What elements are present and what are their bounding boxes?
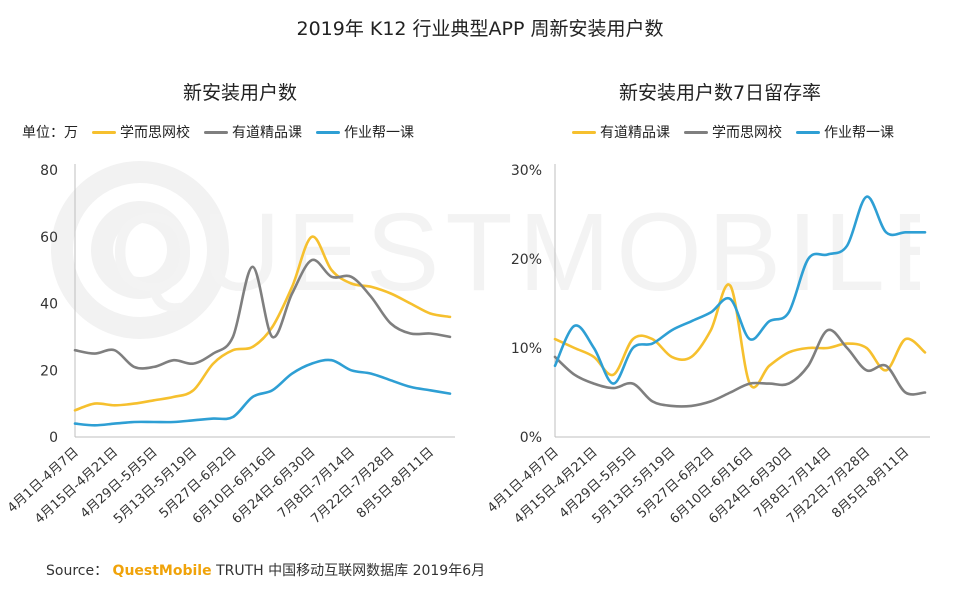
legend-item: 有道精品课 bbox=[204, 122, 302, 142]
source-label: Source： bbox=[46, 563, 109, 579]
legend-item: 有道精品课 bbox=[572, 122, 670, 142]
source-note: Source： QuestMobile TRUTH 中国移动互联网数据库 201… bbox=[46, 560, 485, 580]
legend-item: 作业帮一课 bbox=[796, 122, 894, 142]
source-brand: QuestMobile bbox=[112, 563, 212, 579]
series-line bbox=[73, 235, 452, 412]
unit-label: 单位：万 bbox=[22, 125, 78, 141]
legend-item: 学而思网校 bbox=[684, 122, 782, 142]
legend-label: 学而思网校 bbox=[712, 125, 782, 141]
legend-swatch bbox=[92, 130, 116, 134]
y-tick-label: 40 bbox=[40, 297, 58, 313]
legend-label: 作业帮一课 bbox=[824, 125, 894, 141]
y-tick-label: 0 bbox=[49, 430, 58, 446]
series-line bbox=[73, 358, 452, 427]
y-tick-label: 60 bbox=[40, 230, 58, 246]
legend-swatch bbox=[316, 130, 340, 134]
y-tick-label: 20% bbox=[511, 252, 542, 268]
legend-item: 学而思网校 bbox=[92, 122, 190, 142]
legend-swatch bbox=[684, 130, 708, 134]
chart-0: 0204060804月1日-4月7日4月15日-4月21日4月29日-5月5日5… bbox=[5, 163, 455, 527]
source-text: TRUTH 中国移动互联网数据库 2019年6月 bbox=[216, 563, 486, 579]
y-tick-label: 20 bbox=[40, 363, 58, 379]
legend-swatch bbox=[796, 130, 820, 134]
legend-label: 学而思网校 bbox=[120, 125, 190, 141]
chart-1: 0%10%20%30%4月1日-4月7日4月15日-4月21日4月29日-5月5… bbox=[485, 163, 930, 527]
main-title: 2019年 K12 行业典型APP 周新安装用户数 bbox=[296, 18, 664, 40]
legend-swatch bbox=[204, 130, 228, 134]
chart-title-installs: 新安装用户数 bbox=[182, 82, 297, 104]
legend-label: 作业帮一课 bbox=[344, 125, 414, 141]
legend-label: 有道精品课 bbox=[232, 125, 302, 141]
series-line bbox=[553, 195, 927, 385]
y-tick-label: 10% bbox=[511, 341, 542, 357]
series-line bbox=[553, 283, 927, 389]
y-tick-label: 0% bbox=[520, 430, 542, 446]
chart-title-retention: 新安装用户数7日留存率 bbox=[618, 82, 822, 104]
legend-installs: 学而思网校 有道精品课 作业帮一课 bbox=[92, 122, 428, 142]
legend-retention: 有道精品课 学而思网校 作业帮一课 bbox=[572, 122, 908, 142]
legend-item: 作业帮一课 bbox=[316, 122, 414, 142]
series-line bbox=[553, 328, 927, 408]
legend-label: 有道精品课 bbox=[600, 125, 670, 141]
y-tick-label: 30% bbox=[511, 163, 542, 179]
series-line bbox=[73, 258, 452, 370]
legend-swatch bbox=[572, 130, 596, 134]
y-tick-label: 80 bbox=[40, 163, 58, 179]
